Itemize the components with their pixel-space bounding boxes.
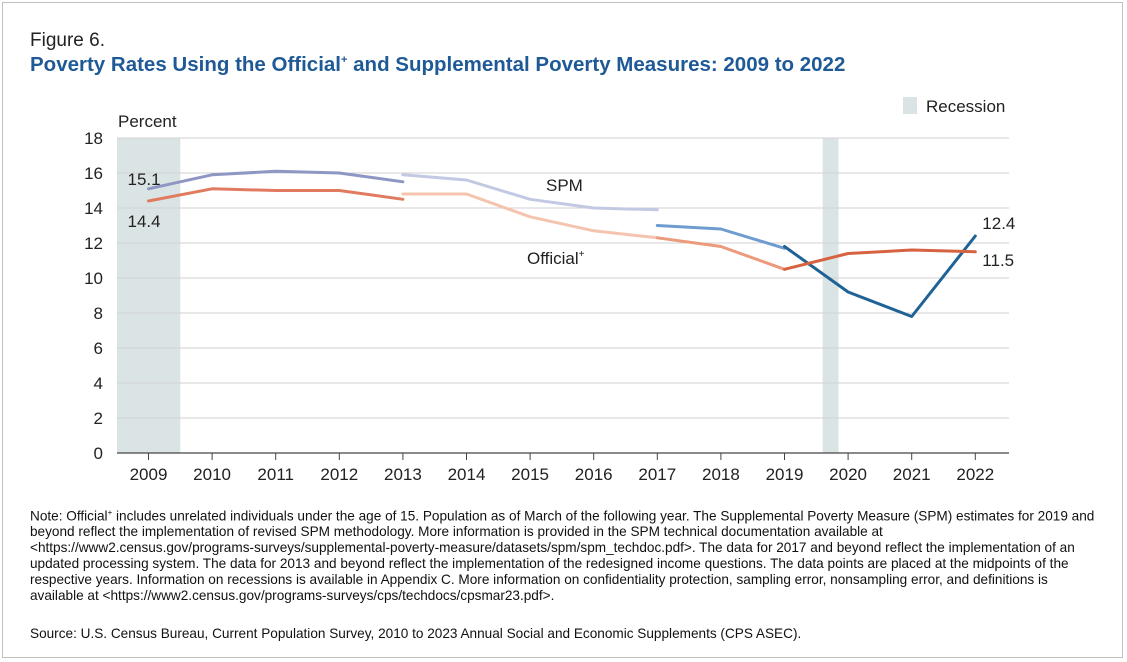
x-tick-label-2012: 2012	[320, 465, 358, 484]
recession-band-1	[117, 138, 181, 453]
y-tick-label-2: 2	[94, 409, 103, 428]
y-axis-label: Percent	[118, 112, 177, 131]
series-label-official: Official+	[527, 249, 585, 268]
chart-note: Note: Official+ includes unrelated indiv…	[30, 505, 1105, 603]
axes: 0 2 4 6 8 10 12 14 16 18 2009 2010 2011 2012 2013 2014 2…	[84, 129, 1009, 484]
data-label-14-4: 14.4	[128, 212, 161, 231]
series-official-segment-3	[655, 236, 786, 271]
x-tick-label-2019: 2019	[766, 465, 804, 484]
series-official-segment-4	[783, 248, 977, 271]
recession-band-2	[822, 138, 839, 453]
x-tick-label-2011: 2011	[257, 465, 294, 484]
y-tick-label-18: 18	[84, 129, 103, 148]
chart-labels: Percent Recession SPM Official+ 15.1 14.4 12.4…	[118, 97, 1015, 270]
series-spm-segment-4	[783, 234, 977, 318]
y-tick-label-0: 0	[94, 444, 103, 463]
title-suffix: and Supplemental Poverty Measures: 2009 …	[347, 53, 846, 76]
x-tick-label-2015: 2015	[511, 465, 549, 484]
chart-source: Source: U.S. Census Bureau, Current Popu…	[30, 626, 802, 641]
series-spm-segment-1	[147, 169, 405, 191]
x-tick-label-2010: 2010	[193, 465, 231, 484]
note-prefix: Note: Official	[30, 508, 108, 524]
series-official-segment-1	[147, 187, 405, 203]
poverty-rate-chart: 0 2 4 6 8 10 12 14 16 18 2009 2010 2011 2012 2013 2014 2…	[84, 97, 1015, 484]
y-tick-label-8: 8	[94, 304, 103, 323]
x-tick-label-2021: 2021	[893, 465, 931, 484]
y-tick-label-4: 4	[94, 374, 103, 393]
data-label-12-4: 12.4	[982, 214, 1015, 233]
series-lines	[147, 169, 977, 318]
data-label-11-5: 11.5	[982, 251, 1014, 270]
x-tick-label-2017: 2017	[638, 465, 676, 484]
figure-label: Figure 6.	[30, 30, 105, 51]
legend-label: Recession	[926, 97, 1005, 116]
note-sup: +	[107, 508, 113, 517]
x-tick-label-2014: 2014	[448, 465, 486, 484]
grid-lines	[117, 137, 1009, 419]
x-tick-label-2022: 2022	[956, 465, 994, 484]
data-label-15-1: 15.1	[128, 170, 161, 189]
y-tick-label-12: 12	[84, 234, 103, 253]
series-spm-segment-2	[401, 173, 659, 212]
y-tick-label-14: 14	[84, 199, 103, 218]
y-tick-label-10: 10	[84, 269, 103, 288]
x-tick-label-2018: 2018	[702, 465, 740, 484]
series-spm-segment-3	[655, 224, 786, 250]
title-sup: +	[341, 54, 348, 66]
x-tick-label-2013: 2013	[384, 465, 422, 484]
figure-title: Poverty Rates Using the Official+ and Su…	[30, 53, 845, 77]
series-label-official-sup: +	[579, 249, 585, 260]
x-tick-label-2020: 2020	[829, 465, 867, 484]
series-official-segment-2	[401, 192, 659, 240]
recession-bands	[117, 138, 839, 453]
note-text: includes unrelated individuals under the…	[30, 508, 1095, 603]
x-tick-label-2016: 2016	[575, 465, 613, 484]
legend-swatch	[903, 97, 917, 114]
title-prefix: Poverty Rates Using the Official	[30, 53, 342, 76]
series-label-spm: SPM	[546, 176, 583, 195]
x-tick-label-2009: 2009	[130, 465, 168, 484]
y-tick-label-6: 6	[94, 339, 103, 358]
y-tick-label-16: 16	[84, 164, 103, 183]
